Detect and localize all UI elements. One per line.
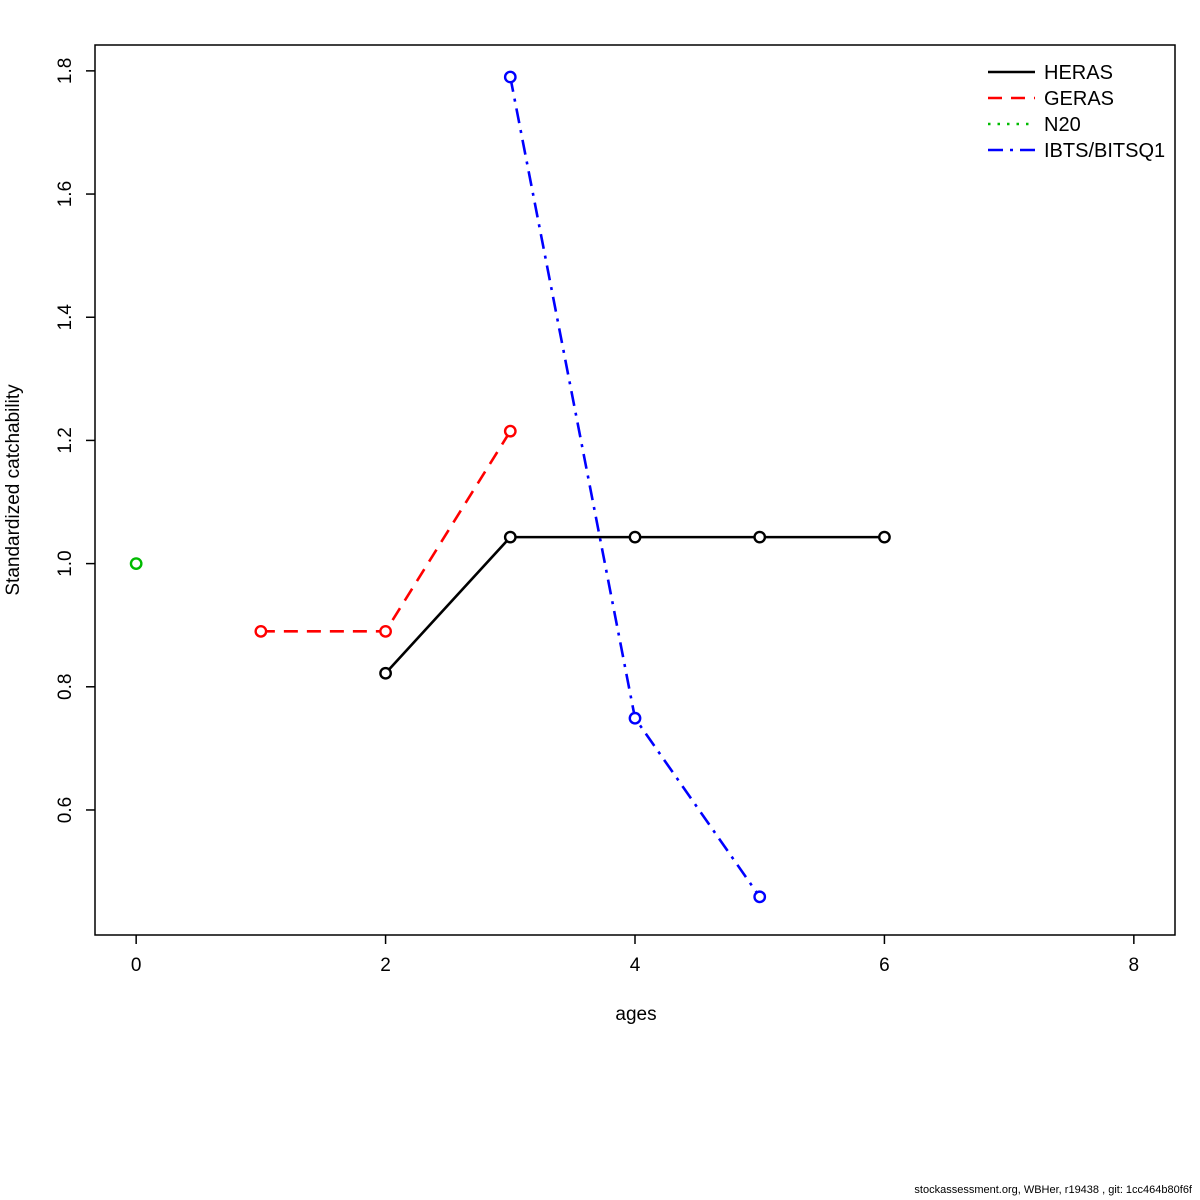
x-tick-label: 8 (1129, 955, 1140, 976)
y-tick-label: 1.0 (55, 550, 76, 576)
plot-border (94, 44, 1176, 936)
x-axis-title: ages (615, 1004, 657, 1025)
series-line-ibts-bitsq1 (509, 76, 761, 898)
data-point-geras (379, 624, 392, 638)
data-point-ibts-bitsq1 (503, 70, 517, 84)
data-point-geras (503, 424, 517, 438)
x-tick-label: 4 (630, 955, 641, 976)
y-axis-title: Standardized catchability (3, 384, 24, 596)
y-tick-label: 1.4 (55, 304, 76, 331)
data-point-geras (254, 624, 268, 638)
data-point-heras (379, 666, 392, 680)
x-tick-label: 0 (131, 955, 142, 976)
legend-label-geras: GERAS (1044, 88, 1114, 110)
data-point-heras (753, 530, 767, 544)
x-tick-label: 2 (380, 955, 391, 976)
data-point-n20 (129, 557, 143, 571)
data-point-heras (503, 530, 517, 544)
y-tick-label: 0.6 (55, 797, 76, 823)
y-tick-label: 1.2 (55, 427, 76, 453)
legend-label-n20: N20 (1044, 114, 1081, 136)
x-tick-label: 6 (879, 955, 890, 976)
legend-label-heras: HERAS (1044, 62, 1113, 84)
series-line-heras (384, 535, 885, 675)
data-point-heras (878, 530, 891, 544)
series-line-geras (260, 430, 512, 633)
footer-note: stockassessment.org, WBHer, r19438 , git… (914, 1184, 1192, 1196)
data-point-ibts-bitsq1 (628, 711, 642, 725)
legend-label-ibts-bitsq1: IBTS/BITSQ1 (1044, 140, 1165, 162)
data-point-heras (628, 530, 642, 544)
y-tick-label: 1.6 (55, 181, 76, 207)
y-tick-label: 0.8 (55, 674, 76, 700)
y-tick-label: 1.8 (55, 58, 76, 84)
data-point-ibts-bitsq1 (753, 890, 767, 904)
